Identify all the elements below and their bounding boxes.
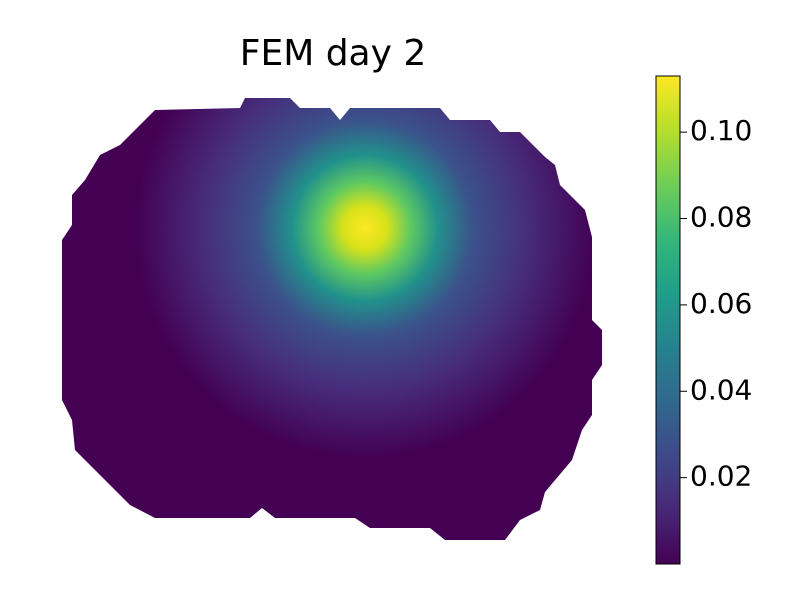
colorbar-tick-label: 0.04	[690, 373, 752, 406]
colorbar	[655, 75, 681, 565]
colorbar-tick-label: 0.10	[690, 114, 752, 147]
chart-title: FEM day 2	[240, 33, 427, 74]
colorbar-tick-label: 0.06	[690, 287, 752, 320]
colorbar-tick-label: 0.08	[690, 201, 752, 234]
colorbar-tick-label: 0.02	[690, 460, 752, 493]
field-domain	[62, 98, 602, 540]
